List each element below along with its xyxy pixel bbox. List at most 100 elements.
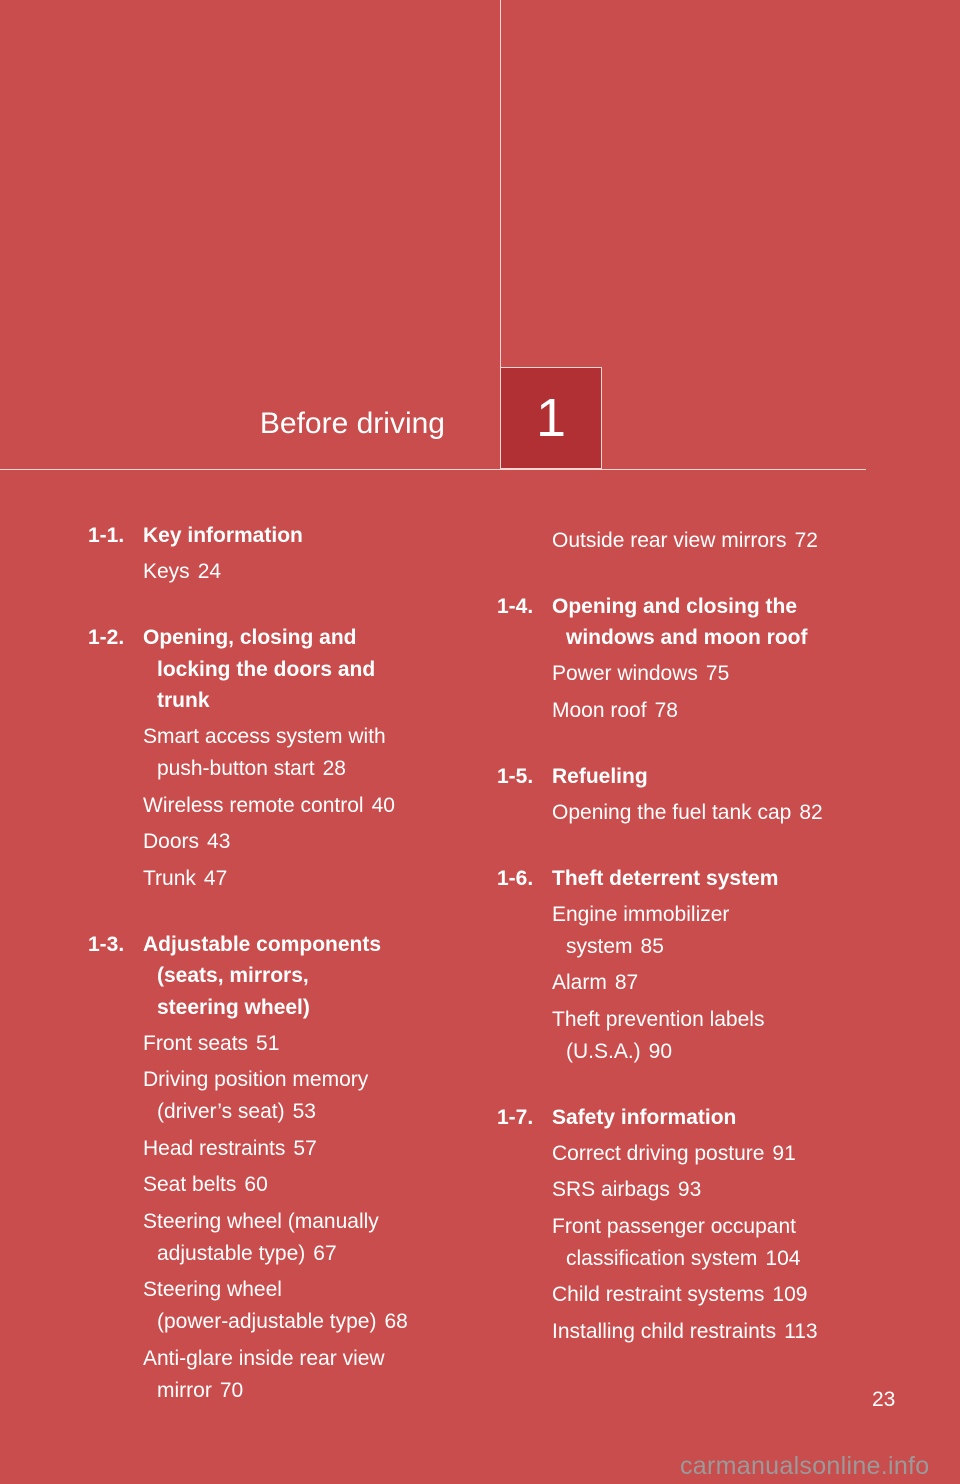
entry-title: SRS airbags — [552, 1178, 670, 1201]
entry-page: 109 — [772, 1283, 808, 1306]
entry-title: adjustable type) — [157, 1241, 306, 1265]
entry-title: Seat belts — [143, 1173, 237, 1196]
entry-line: Opening the fuel tank cap 82 — [552, 797, 867, 829]
entry-page: 40 — [371, 793, 395, 817]
section-title-line: Theft deterrent system — [552, 866, 779, 890]
toc-entry[interactable]: Installing child restraints 113 — [497, 1316, 867, 1348]
toc-section: 1-4. Opening and closing the windows and m… — [497, 591, 867, 727]
entry-title: Opening the fuel tank cap — [552, 800, 792, 824]
entry-page: 82 — [799, 800, 823, 824]
entry-page: 113 — [784, 1319, 818, 1343]
entry-title: Moon roof — [552, 698, 647, 722]
toc-entry[interactable]: Steering wheel (manually adjustable type)… — [88, 1206, 459, 1270]
toc-entry[interactable]: Doors 43 — [88, 826, 459, 858]
toc-section: 1-3. Adjustable components (seats, mirrors… — [88, 929, 459, 1407]
entry-title: Wireless remote control — [143, 793, 364, 817]
section-title-line: windows and moon roof — [566, 626, 808, 649]
toc-entry[interactable]: Anti-glare inside rear view mirror 70 — [88, 1343, 459, 1407]
toc-section: 1-5. Refueling Opening the fuel tank cap 82 — [497, 761, 867, 829]
section-heading: 1-3. Adjustable components (seats, mirrors… — [88, 929, 459, 1024]
entry-title: Correct driving posture — [552, 1141, 765, 1165]
section-number: 1-3. — [88, 932, 125, 956]
toc-entry[interactable]: Child restraint systems 109 — [497, 1279, 867, 1311]
entry-line: classification system 104 — [552, 1243, 867, 1275]
entry-page: 43 — [207, 830, 231, 853]
section-heading: 1-1. Key information — [88, 520, 459, 552]
toc-section: 1-1. Key information Keys 24 — [88, 520, 459, 588]
chapter-number-box: 1 — [500, 367, 602, 469]
section-heading: 1-4. Opening and closing the windows and m… — [497, 591, 867, 654]
toc-entry[interactable]: Alarm 87 — [497, 967, 867, 999]
entry-title: push-button start — [157, 757, 315, 780]
section-number: 1-6. — [497, 866, 534, 890]
entry-line: Trunk 47 — [143, 863, 459, 895]
page-number: 23 — [872, 1388, 896, 1411]
toc-entry[interactable]: Seat belts 60 — [88, 1169, 459, 1201]
toc-entry[interactable]: Trunk 47 — [88, 863, 459, 895]
entry-page: 24 — [197, 560, 222, 583]
toc-entry[interactable]: Power windows 75 — [497, 658, 867, 690]
section-number: 1-1. — [88, 524, 125, 547]
toc-entry[interactable]: Steering wheel (power-adjustable type) 68 — [88, 1274, 459, 1338]
entry-page: 72 — [794, 528, 818, 552]
entry-line: mirror 70 — [143, 1375, 459, 1407]
section-title-line: (seats, mirrors, — [157, 964, 309, 987]
toc-entry[interactable]: Moon roof 78 — [497, 695, 867, 727]
entry-title: Power windows — [552, 662, 698, 685]
toc-entry[interactable]: Engine immobilizer system 85 — [497, 899, 867, 963]
toc-entry[interactable]: Front seats 51 — [88, 1028, 459, 1060]
entry-page: 51 — [256, 1031, 280, 1055]
toc-entry[interactable]: SRS airbags 93 — [497, 1174, 867, 1206]
entry-page: 90 — [648, 1039, 673, 1063]
toc-entry[interactable]: Head restraints 57 — [88, 1133, 459, 1165]
entry-title: Head restraints — [143, 1136, 286, 1160]
toc-section: 1-2. Opening, closing and locking the door… — [88, 622, 459, 895]
entry-page: 70 — [219, 1378, 244, 1402]
entry-title: Front passenger occupant — [552, 1214, 796, 1238]
section-heading: 1-7. Safety information — [497, 1102, 867, 1134]
entry-line: (U.S.A.) 90 — [552, 1036, 867, 1068]
toc-entry[interactable]: Correct driving posture 91 — [497, 1138, 867, 1170]
entry-page: 57 — [293, 1136, 317, 1160]
entry-page: 28 — [322, 757, 346, 780]
entry-title: Outside rear view mirrors — [552, 528, 787, 552]
entry-line: Head restraints 57 — [143, 1133, 459, 1165]
toc-entry[interactable]: Outside rear view mirrors 72 — [497, 525, 867, 557]
entry-line: Child restraint systems 109 — [552, 1279, 867, 1311]
entry-page: 91 — [772, 1141, 796, 1165]
entry-line: (power-adjustable type) 68 — [143, 1306, 459, 1338]
entry-title: Front seats — [143, 1031, 249, 1055]
toc-right-column: Outside rear view mirrors 72 1-4. Opening a… — [497, 520, 867, 1382]
entry-line: Power windows 75 — [552, 658, 867, 690]
entry-title: mirror — [157, 1378, 212, 1402]
header-rule — [0, 469, 866, 470]
toc-entry[interactable]: Driving position memory (driver’s seat) 53 — [88, 1064, 459, 1128]
entry-page: 75 — [705, 662, 730, 685]
entry-title: Child restraint systems — [552, 1283, 765, 1306]
entry-page: 68 — [384, 1310, 408, 1333]
entry-line: Doors 43 — [143, 826, 459, 858]
toc-entry[interactable]: Opening the fuel tank cap 82 — [497, 797, 867, 829]
toc-entry[interactable]: Theft prevention labels (U.S.A.) 90 — [497, 1004, 867, 1068]
toc-entry[interactable]: Smart access system with push-button star… — [88, 721, 459, 785]
entry-title: Steering wheel (manually — [143, 1209, 379, 1233]
entry-line: adjustable type) 67 — [143, 1238, 459, 1270]
toc-entry[interactable]: Wireless remote control 40 — [88, 790, 459, 822]
toc-entry[interactable]: Front passenger occupant classification s… — [497, 1211, 867, 1275]
entry-line: Alarm 87 — [552, 967, 867, 999]
entry-page: 53 — [292, 1100, 316, 1123]
section-number: 1-5. — [497, 764, 534, 788]
entry-line: Installing child restraints 113 — [552, 1316, 867, 1348]
entry-page: 60 — [244, 1173, 268, 1196]
entry-line: (driver’s seat) 53 — [143, 1096, 459, 1128]
chapter-title: Before driving — [259, 407, 445, 440]
section-title-line: Opening, closing and — [143, 626, 357, 649]
entry-title: Theft prevention labels — [552, 1007, 765, 1031]
entry-page: 87 — [614, 971, 639, 994]
entry-line: push-button start 28 — [143, 753, 459, 785]
toc-entry[interactable]: Keys 24 — [88, 556, 459, 588]
entry-line: Correct driving posture 91 — [552, 1138, 867, 1170]
entry-line: Outside rear view mirrors 72 — [552, 525, 867, 557]
entry-title: Keys — [143, 560, 190, 583]
entry-line: Front seats 51 — [143, 1028, 459, 1060]
